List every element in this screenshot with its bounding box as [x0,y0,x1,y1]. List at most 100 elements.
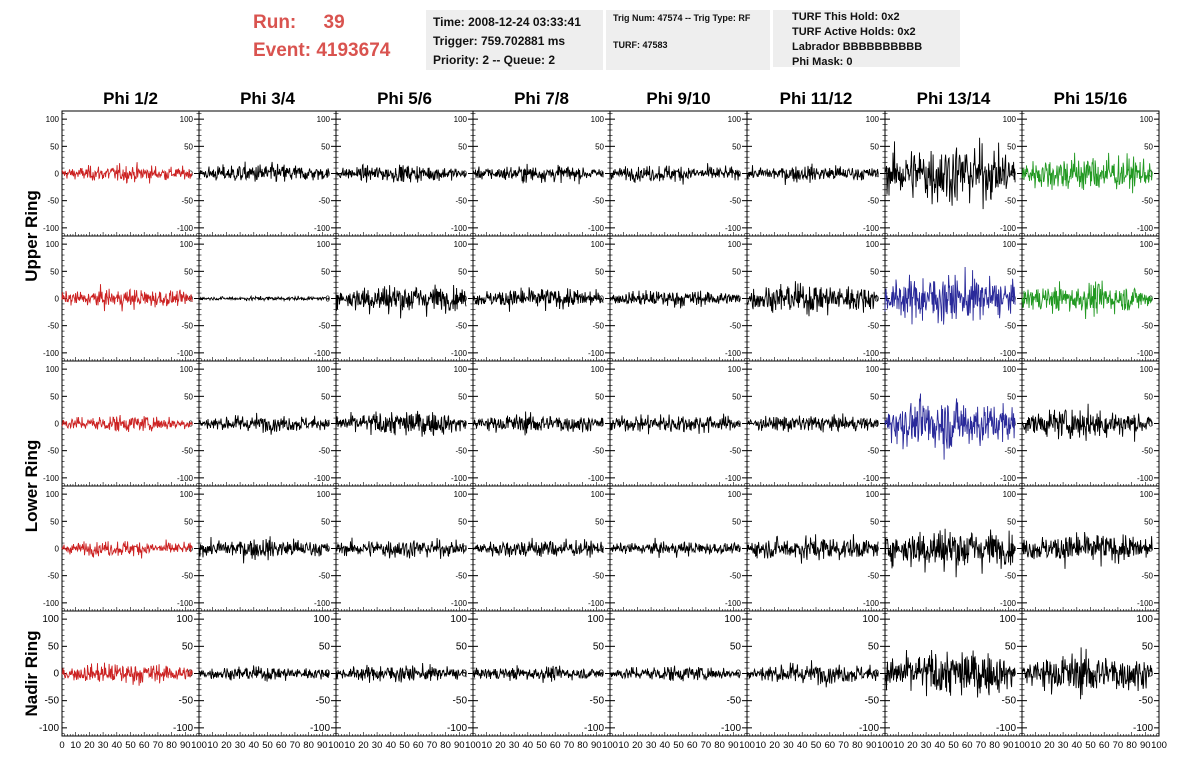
waveform-trace [198,412,330,435]
waveform-trace [61,414,193,433]
y-tick-label-right: -50 [729,572,741,581]
y-tick-label-right: 50 [595,392,604,401]
y-tick-label-right: 50 [1007,392,1016,401]
y-tick-label: -100 [43,474,60,483]
x-tick-label: 70 [153,740,164,751]
y-tick-label-right: -50 [1139,696,1154,707]
y-tick-label: 50 [50,517,59,526]
x-tick-label: 80 [166,740,177,751]
y-tick-label-right: -50 [865,696,880,707]
y-tick-label-right: -100 [177,599,194,608]
hold-line: TURF This Hold: 0x2 [792,11,900,23]
y-tick-label-right: -100 [177,224,194,233]
x-tick-label: 50 [536,740,547,751]
y-tick-label: 0 [55,545,60,554]
y-tick-label-right: -50 [318,322,330,331]
y-tick-label-right: 100 [728,240,742,249]
y-tick-label-right: 100 [1003,115,1017,124]
y-tick-label-right: -50 [1002,696,1017,707]
column-header: Phi 13/14 [917,89,991,108]
waveform-trace [335,284,467,319]
y-tick-label-right: 50 [1144,267,1153,276]
y-tick-label-right: -50 [318,572,330,581]
y-tick-label-right: 50 [595,267,604,276]
y-tick-label-right: 50 [732,142,741,151]
waveform-trace [61,284,193,312]
waveform-trace [884,393,1016,460]
y-tick-label-right: -50 [729,197,741,206]
y-tick-label-right: 0 [1149,295,1154,304]
waveform-trace [884,137,1016,210]
y-tick-label-right: 100 [866,490,880,499]
y-tick-label-right: -50 [181,447,193,456]
x-tick-label: 100 [602,740,618,751]
y-tick-label: 50 [50,392,59,401]
y-tick-label-right: -50 [181,572,193,581]
trigger-line: Trigger: 759.702881 ms [433,34,566,48]
y-tick-label-right: 50 [184,142,193,151]
y-tick-label-right: 0 [461,669,467,680]
x-tick-label: 100 [1014,740,1030,751]
x-tick-label: 20 [84,740,95,751]
y-tick-label: -50 [45,696,60,707]
x-tick-label: 50 [811,740,822,751]
y-tick-label-right: -50 [729,322,741,331]
y-tick-label-right: -100 [863,224,880,233]
y-tick-label-right: 100 [1003,490,1017,499]
event-line: Event: 4193674 [253,40,390,62]
y-tick-label: 50 [50,142,59,151]
waveform-trace [1021,531,1153,569]
x-tick-label: 100 [1151,740,1167,751]
y-tick-label-right: 50 [1007,517,1016,526]
y-tick-label: 0 [53,669,59,680]
x-tick-label: 30 [235,740,246,751]
time-info-box: Time: 2008-12-24 03:33:41 Trigger: 759.7… [426,10,603,70]
y-tick-label-right: -50 [455,447,467,456]
labrador-line: Labrador BBBBBBBBBB [792,41,923,53]
x-tick-label: 50 [1085,740,1096,751]
waveform-trace [472,537,604,558]
y-tick-label-right: -100 [314,599,331,608]
waveform-trace [884,649,1016,698]
run-label: Run: [253,12,297,33]
y-tick-label: -100 [43,599,60,608]
column-header: Phi 11/12 [780,89,853,108]
x-tick-label: 60 [550,740,561,751]
waveform-trace [609,665,741,682]
y-tick-label-right: -100 [863,599,880,608]
y-tick-label-right: 100 [866,115,880,124]
x-tick-label: 60 [1099,740,1110,751]
x-tick-label: 30 [509,740,520,751]
y-tick-label-right: 50 [732,517,741,526]
priority-line: Priority: 2 -- Queue: 2 [433,53,556,67]
y-tick-label-right: 50 [593,641,605,652]
y-tick-label-right: -50 [592,197,604,206]
y-tick-label-right: -50 [592,447,604,456]
x-tick-label: 30 [98,740,109,751]
y-tick-label-right: -100 [177,349,194,358]
y-tick-label-right: 100 [724,614,741,625]
y-tick-label-right: 100 [317,490,331,499]
y-tick-label: 100 [42,614,59,625]
y-tick-label-right: 100 [728,490,742,499]
y-tick-label-right: 50 [870,267,879,276]
y-tick-label-right: 0 [873,669,879,680]
x-tick-label: 60 [276,740,287,751]
y-tick-label-right: 100 [317,365,331,374]
y-tick-label-right: 100 [1140,115,1154,124]
x-tick-label: 50 [262,740,273,751]
y-tick-label-right: 50 [870,392,879,401]
waveform-trace [746,163,879,186]
y-tick-label: 0 [55,420,60,429]
time-line: Time: 2008-12-24 03:33:41 [433,15,581,29]
x-tick-label: 70 [701,740,712,751]
y-tick-label-right: 50 [595,517,604,526]
y-tick-label-right: 100 [866,365,880,374]
